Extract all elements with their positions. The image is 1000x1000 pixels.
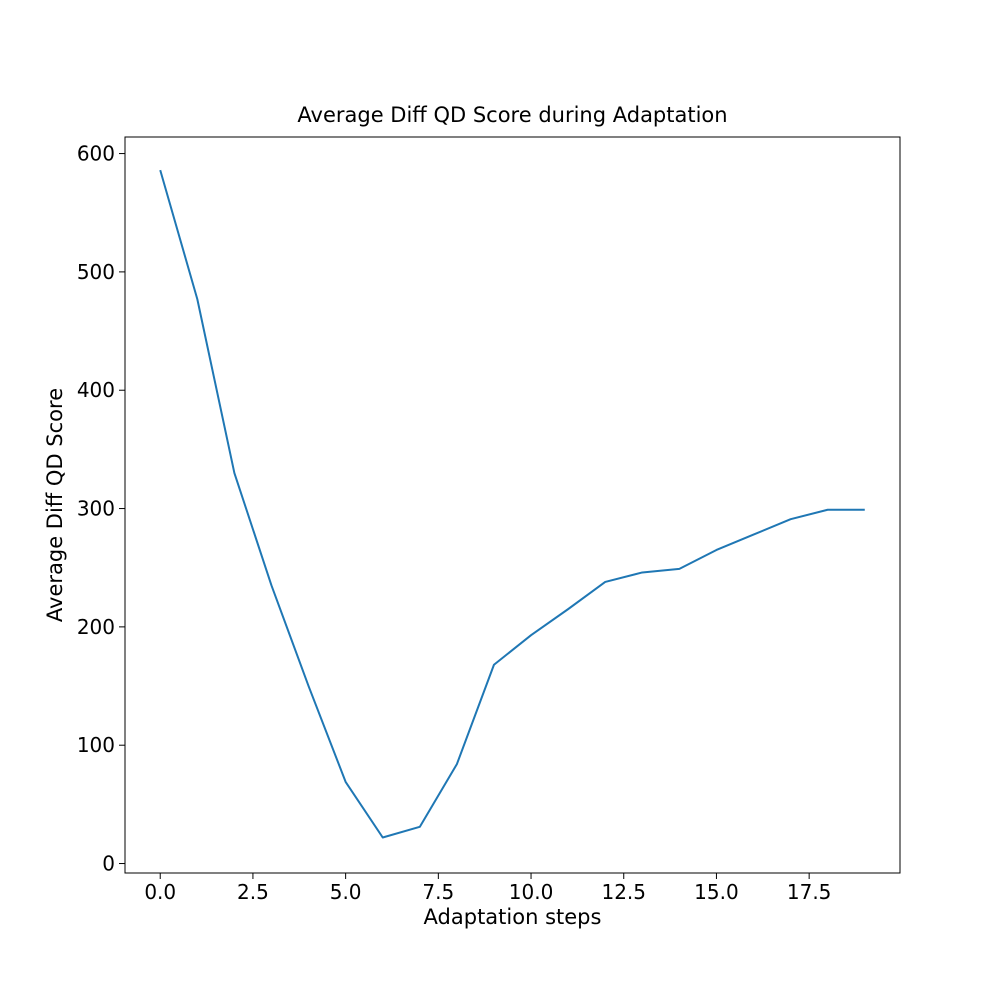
- y-tick-label: 400: [77, 378, 115, 402]
- y-tick-label: 600: [77, 142, 115, 166]
- y-tick-label: 500: [77, 260, 115, 284]
- y-tick-label: 0: [102, 852, 115, 876]
- series-line: [159, 169, 865, 839]
- x-axis-label: Adaptation steps: [424, 905, 602, 929]
- y-axis-ticks: 0 100 200 300 400 500 600: [77, 142, 125, 876]
- x-tick-label: 15.0: [694, 880, 739, 904]
- y-tick-label: 100: [77, 733, 115, 757]
- x-axis-ticks: 0.0 2.5 5.0 7.5 10.0 12.5 15.0 17.5: [144, 873, 831, 904]
- y-axis-label: Average Diff QD Score: [43, 388, 67, 622]
- x-tick-label: 5.0: [330, 880, 362, 904]
- y-tick-label: 200: [77, 615, 115, 639]
- plot-area-frame: [124, 136, 901, 874]
- x-tick-label: 12.5: [601, 880, 646, 904]
- x-tick-label: 17.5: [787, 880, 832, 904]
- x-tick-label: 10.0: [509, 880, 554, 904]
- chart-title: Average Diff QD Score during Adaptation: [297, 103, 727, 127]
- x-tick-label: 0.0: [144, 880, 176, 904]
- x-tick-label: 2.5: [237, 880, 269, 904]
- x-tick-label: 7.5: [422, 880, 454, 904]
- y-tick-label: 300: [77, 497, 115, 521]
